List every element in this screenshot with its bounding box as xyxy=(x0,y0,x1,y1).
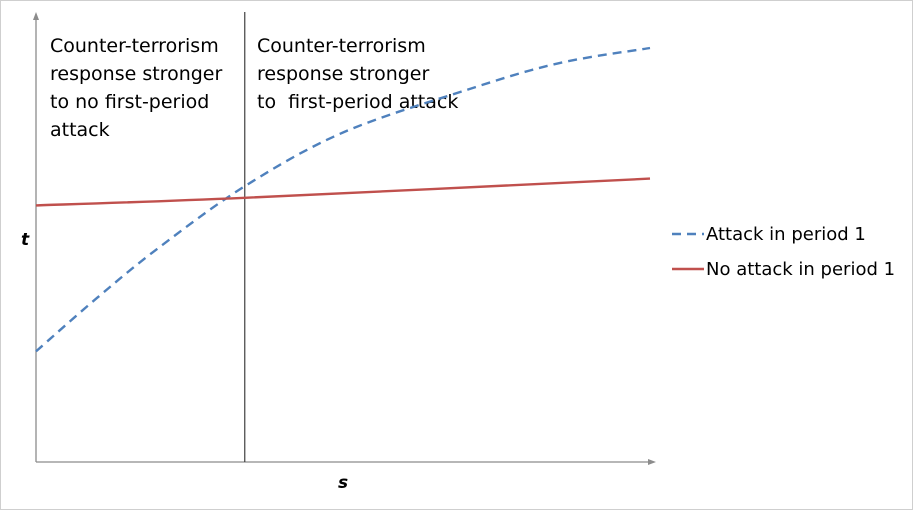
series-layer xyxy=(35,46,651,353)
region-left-line-2: response stronger xyxy=(50,63,222,85)
legend-label-1: Attack in period 1 xyxy=(706,224,866,245)
region-left-line-1: Counter-terrorism xyxy=(50,35,219,57)
legend-label-2: No attack in period 1 xyxy=(706,259,895,280)
region-left-line-3: to no first-period xyxy=(50,91,209,113)
series-line-no-attack xyxy=(35,177,651,207)
y-axis-label: t xyxy=(21,230,30,250)
legend: Attack in period 1 No attack in period 1 xyxy=(672,224,895,280)
series-line-attack xyxy=(35,46,651,353)
region-left-annotation: Counter-terrorism response stronger to no … xyxy=(50,35,222,141)
region-right-line-3: to first-period attack xyxy=(257,91,458,113)
region-left-line-4: attack xyxy=(50,119,110,141)
x-axis-label: s xyxy=(338,473,348,493)
region-right-annotation: Counter-terrorism response stronger to fir… xyxy=(257,35,458,113)
region-right-line-2: response stronger xyxy=(257,63,429,85)
region-right-line-1: Counter-terrorism xyxy=(257,35,426,57)
